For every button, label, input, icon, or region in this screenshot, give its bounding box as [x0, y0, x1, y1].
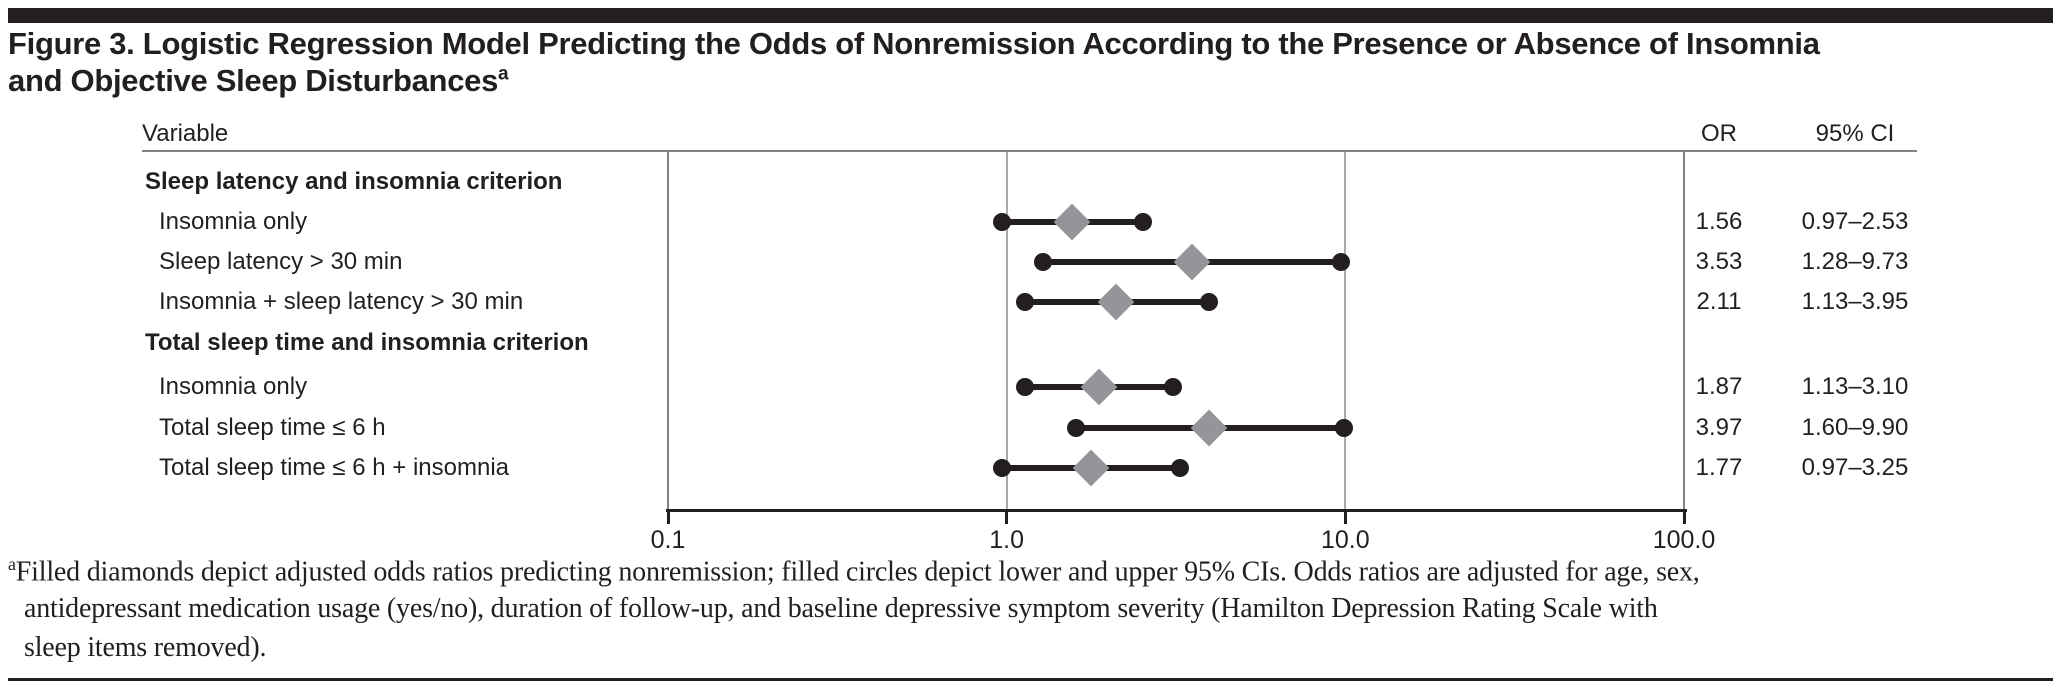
ci-lower-circle [993, 213, 1012, 231]
ci-value: 1.13–3.10 [1801, 373, 1909, 400]
row-item-label: Sleep latency > 30 min [159, 248, 403, 275]
x-tick-100.0 [1682, 512, 1686, 524]
ci-upper-circle [1171, 459, 1190, 477]
footnote-marker: a [8, 554, 16, 574]
row-item-label: Insomnia + sleep latency > 30 min [159, 288, 524, 315]
footnote-line1-text: Filled diamonds depict adjusted odds rat… [15, 556, 1700, 588]
or-value: 2.11 [1696, 288, 1742, 315]
ci-upper-circle [1332, 253, 1351, 271]
or-value: 1.56 [1695, 208, 1743, 235]
bottom-divider-bar [8, 678, 2053, 681]
row-item-label: Insomnia only [159, 373, 308, 400]
footnote-line2: antidepressant medication usage (yes/no)… [24, 593, 1658, 624]
row-group-label: Sleep latency and insomnia criterion [145, 168, 563, 195]
footnote-line1: aFilled diamonds depict adjusted odds ra… [8, 554, 1700, 588]
ci-lower-circle [1033, 253, 1052, 271]
odds-ratio-diamond [1173, 243, 1211, 281]
ci-upper-circle [1164, 378, 1183, 396]
gridline-10 [1344, 152, 1347, 510]
ci-value: 0.97–2.53 [1801, 208, 1909, 235]
odds-ratio-diamond [1098, 283, 1135, 321]
or-value: 1.87 [1695, 373, 1743, 400]
ci-lower-circle [993, 459, 1012, 477]
footnote-line3: sleep items removed). [24, 632, 267, 663]
header-rule [142, 150, 1917, 152]
or-value: 3.53 [1695, 248, 1743, 275]
column-header-or: OR [1701, 120, 1737, 147]
x-tick-label-10.0: 10.0 [1320, 526, 1370, 554]
column-header-ci: 95% CI [1815, 120, 1895, 147]
figure-title-line2: and Objective Sleep Disturbancesa [8, 63, 509, 99]
x-axis-line [666, 509, 1687, 512]
odds-ratio-diamond [1072, 449, 1110, 487]
or-value: 3.97 [1695, 414, 1743, 441]
x-tick-10.0 [1343, 512, 1347, 524]
odds-ratio-diamond [1053, 203, 1091, 241]
ci-value: 1.28–9.73 [1801, 248, 1909, 275]
ci-lower-circle [1015, 293, 1034, 311]
figure-title-line1: Figure 3. Logistic Regression Model Pred… [8, 26, 1820, 61]
gridline-1 [1005, 152, 1008, 510]
figure-title-superscript: a [498, 63, 509, 85]
ci-value: 1.60–9.90 [1801, 414, 1909, 441]
row-item-label: Total sleep time ≤ 6 h + insomnia [159, 454, 510, 481]
column-header-variable: Variable [142, 120, 229, 147]
x-tick-label-100.0: 100.0 [1652, 526, 1716, 554]
x-tick-0.1 [666, 512, 670, 524]
row-item-label: Total sleep time ≤ 6 h [159, 414, 386, 441]
row-item-label: Insomnia only [159, 208, 308, 235]
ci-upper-circle [1134, 213, 1153, 231]
or-value: 1.77 [1695, 454, 1743, 481]
odds-ratio-diamond [1191, 409, 1228, 447]
x-tick-label-0.1: 0.1 [650, 526, 686, 554]
ci-upper-circle [1334, 419, 1353, 437]
row-group-label: Total sleep time and insomnia criterion [145, 329, 589, 356]
ci-value: 0.97–3.25 [1801, 454, 1909, 481]
x-tick-1.0 [1005, 512, 1009, 524]
ci-upper-circle [1199, 293, 1218, 311]
odds-ratio-diamond [1080, 368, 1118, 406]
figure-title-line2-text: and Objective Sleep Disturbances [8, 63, 499, 98]
ci-value: 1.13–3.95 [1801, 288, 1909, 315]
plot-right-border [1683, 152, 1685, 510]
top-divider-bar [8, 8, 2053, 23]
ci-lower-circle [1066, 419, 1085, 437]
x-tick-label-1.0: 1.0 [989, 526, 1025, 554]
ci-lower-circle [1015, 378, 1034, 396]
plot-left-border [667, 152, 669, 510]
